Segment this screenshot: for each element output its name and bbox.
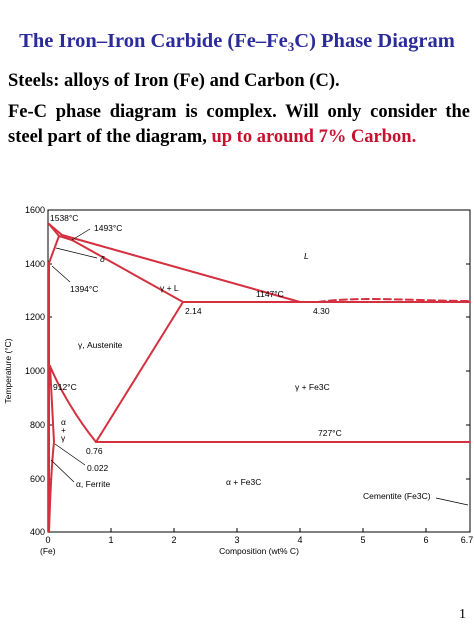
x-tick-label-1: 1 xyxy=(108,535,113,545)
label-1538: 1538°C xyxy=(50,213,78,223)
label-214: 2.14 xyxy=(185,306,202,316)
x-tick-label-5: 5 xyxy=(360,535,365,545)
leader-1493 xyxy=(71,228,91,241)
label-L: L xyxy=(304,251,309,261)
solidus-delta xyxy=(48,223,60,237)
label-430: 4.30 xyxy=(313,306,330,316)
label-austenite: γ, Austenite xyxy=(78,340,123,350)
label-gamma: γ xyxy=(61,433,66,443)
y-tick-label-1200: 1200 xyxy=(25,312,45,322)
label-1394: 1394°C xyxy=(70,284,98,294)
y-tick-label-600: 600 xyxy=(30,474,45,484)
label-gamma-L: γ + L xyxy=(160,283,179,293)
label-delta: δ xyxy=(100,254,105,264)
label-cementite: Cementite (Fe3C) xyxy=(363,491,431,501)
x-tick-label-2: 2 xyxy=(171,535,176,545)
a3-line xyxy=(49,365,97,443)
phase-diagram: 400 600 800 1000 1200 1400 1600 Temperat… xyxy=(3,205,474,556)
label-alpha-fe3c: α + Fe3C xyxy=(226,477,261,487)
x-tick-label-4: 4 xyxy=(297,535,302,545)
label-alpha: α xyxy=(61,417,66,427)
title-subscript: 3 xyxy=(287,39,295,54)
label-727: 727°C xyxy=(318,428,342,438)
acm-line xyxy=(95,301,184,443)
intro-line: Steels: alloys of Iron (Fe) and Carbon (… xyxy=(8,71,340,91)
leader-0022 xyxy=(54,443,86,466)
y-tick-label-400: 400 xyxy=(30,527,45,537)
solidus-austenite xyxy=(71,239,184,303)
a3-inner xyxy=(49,365,55,443)
y-tick-label-1000: 1000 xyxy=(25,366,45,376)
y-tick-label-1400: 1400 xyxy=(25,259,45,269)
delta-boundary xyxy=(48,235,73,264)
x-tick-label-6: 6 xyxy=(423,535,428,545)
leader-ferrite xyxy=(50,459,75,483)
label-plus: + xyxy=(61,425,66,435)
label-1493: 1493°C xyxy=(94,223,122,233)
y-tick-label-800: 800 xyxy=(30,420,45,430)
page-number: 1 xyxy=(459,607,466,622)
y-axis-label: Temperature (°C) xyxy=(3,338,13,403)
highlight-text: up to around 7% Carbon. xyxy=(211,127,417,147)
title-text-end: C) Phase Diagram xyxy=(294,30,455,52)
description-paragraph: Fe-C phase diagram is complex. Will only… xyxy=(8,100,470,150)
liquidus-cementite xyxy=(317,298,471,303)
leader-delta xyxy=(55,247,98,259)
x-tick-label-0: 0 xyxy=(45,535,50,545)
x-tick-label-6-7: 6.7 xyxy=(461,535,474,545)
x-tick-label-3: 3 xyxy=(234,535,239,545)
label-076: 0.76 xyxy=(86,446,103,456)
leader-1394 xyxy=(51,265,71,283)
label-912: 912°C xyxy=(53,382,77,392)
description-text: Fe-C phase diagram is complex. Will only… xyxy=(8,102,470,147)
label-gamma-fe3c: γ + Fe3C xyxy=(295,382,330,392)
slide-title: The Iron–Iron Carbide (Fe–Fe3C) Phase Di… xyxy=(0,30,474,55)
label-1147: 1147°C xyxy=(256,289,284,299)
title-text-start: The Iron–Iron Carbide (Fe–Fe xyxy=(19,30,288,52)
x-sublabel-fe: (Fe) xyxy=(40,546,56,556)
x-axis xyxy=(47,528,427,532)
label-ferrite: α, Ferrite xyxy=(76,479,110,489)
label-0022: 0.022 xyxy=(87,463,109,473)
y-tick-label-1600: 1600 xyxy=(25,205,45,215)
x-axis-label: Composition (wt% C) xyxy=(219,546,299,556)
leader-cementite xyxy=(435,497,469,506)
